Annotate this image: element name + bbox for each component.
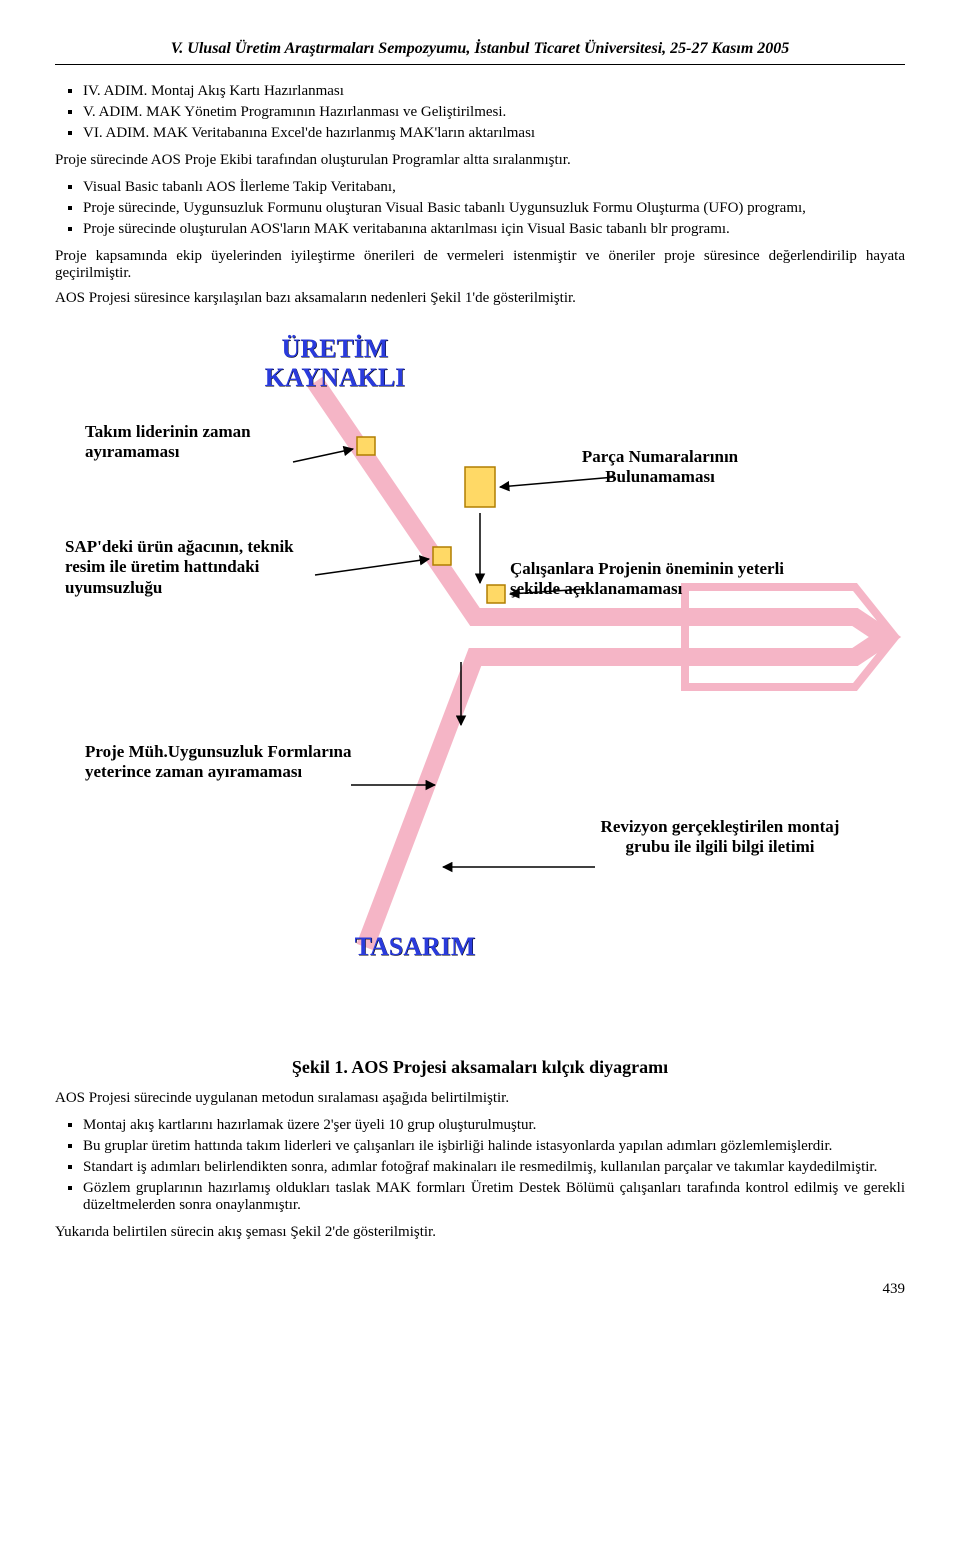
list-item: Standart iş adımları belirlendikten sonr… (83, 1159, 905, 1176)
list-item: Montaj akış kartlarını hazırlamak üzere … (83, 1117, 905, 1134)
page-number: 439 (55, 1281, 905, 1298)
list-item: Gözlem gruplarının hazırlamış oldukları … (83, 1180, 905, 1214)
fishbone-cause-label: Takım liderinin zaman ayıramaması (85, 422, 295, 463)
mid-bullet-list: Visual Basic tabanlı AOS İlerleme Takip … (55, 179, 905, 238)
fishbone-category-heading-top: ÜRETİM KAYNAKLI (225, 335, 445, 392)
fishbone-cause-label: Parça Numaralarının Bulunamaması (535, 447, 785, 488)
list-item: V. ADIM. MAK Yönetim Programının Hazırla… (83, 104, 905, 121)
list-item: Proje sürecinde, Uygunsuzluk Formunu olu… (83, 200, 905, 217)
heading-line: KAYNAKLI (265, 363, 406, 392)
figure-caption: Şekil 1. AOS Projesi aksamaları kılçık d… (55, 1057, 905, 1078)
fishbone-category-heading-bottom: TASARIM (335, 933, 495, 962)
list-item: VI. ADIM. MAK Veritabanına Excel'de hazı… (83, 125, 905, 142)
fishbone-cause-label: Çalışanlara Projenin öneminin yeterli şe… (510, 559, 820, 600)
list-item: Proje sürecinde oluşturulan AOS'ların MA… (83, 221, 905, 238)
paragraph-mixed: Proje kapsamında ekip üyelerinden iyileş… (55, 248, 905, 282)
top-bullet-list: IV. ADIM. Montaj Akış Kartı Hazırlanması… (55, 83, 905, 142)
page-header-title: V. Ulusal Üretim Araştırmaları Sempozyum… (55, 40, 905, 65)
paragraph: AOS Projesi süresince karşılaşılan bazı … (55, 290, 905, 307)
paragraph-italic-part: Proje kapsamında ekip üyelerinden iyileş… (55, 248, 438, 264)
paragraph: Proje sürecinde AOS Proje Ekibi tarafınd… (55, 152, 905, 169)
paragraph: Yukarıda belirtilen sürecin akış şeması … (55, 1224, 905, 1241)
fishbone-cause-label: Revizyon gerçekleştirilen montaj grubu i… (595, 817, 845, 858)
heading-line: ÜRETİM (282, 334, 389, 363)
bottom-bullet-list: Montaj akış kartlarını hazırlamak üzere … (55, 1117, 905, 1214)
list-item: Visual Basic tabanlı AOS İlerleme Takip … (83, 179, 905, 196)
fishbone-diagram: ÜRETİM KAYNAKLI TASARIM Takım liderinin … (55, 327, 905, 1047)
paragraph: AOS Projesi sürecinde uygulanan metodun … (55, 1090, 905, 1107)
fishbone-cause-label: SAP'deki ürün ağacının, teknik resim ile… (65, 537, 325, 598)
list-item: Bu gruplar üretim hattında takım liderle… (83, 1138, 905, 1155)
fishbone-cause-label: Proje Müh.Uygunsuzluk Formlarına yeterin… (85, 742, 365, 783)
list-item: IV. ADIM. Montaj Akış Kartı Hazırlanması (83, 83, 905, 100)
